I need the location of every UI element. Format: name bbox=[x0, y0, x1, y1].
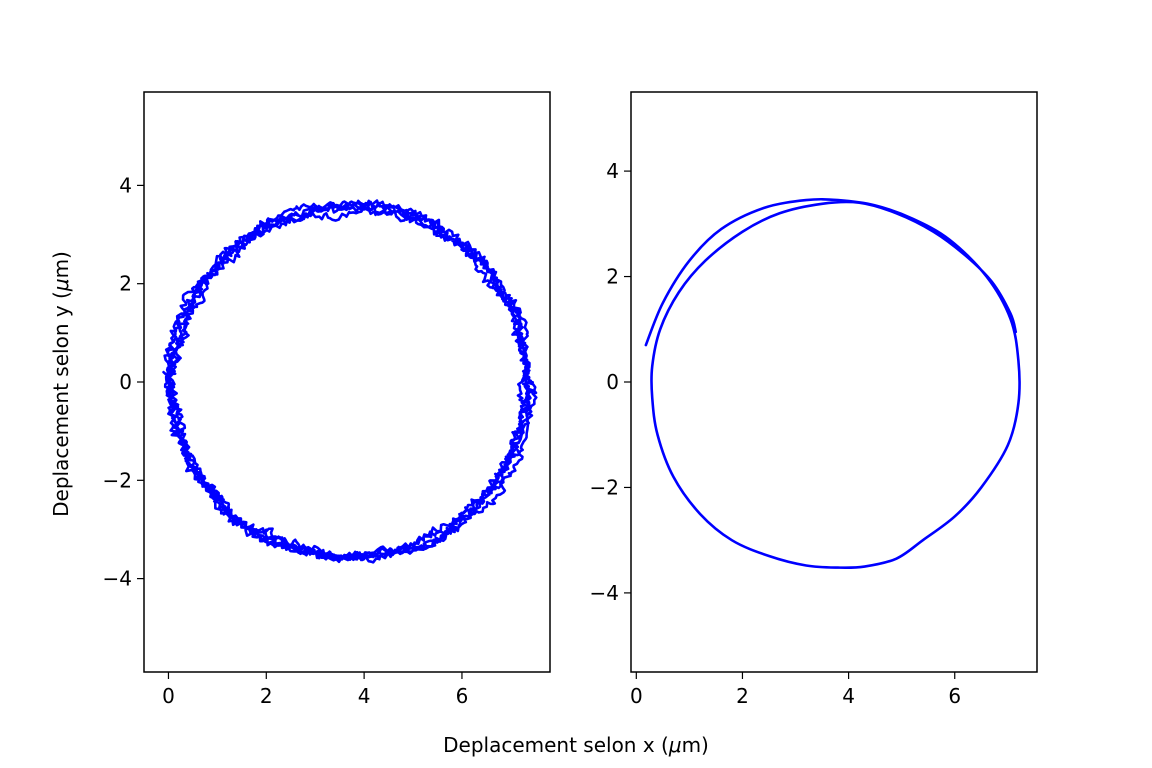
x-tick-label: 6 bbox=[456, 684, 469, 708]
y-tick-label: 0 bbox=[606, 370, 619, 394]
x-axis-label: Deplacement selon x (μm) bbox=[443, 733, 709, 757]
x-tick-label: 4 bbox=[842, 684, 855, 708]
right-plot-ticks: 0 2 4 6 −4 −2 0 2 4 bbox=[590, 159, 962, 708]
x-tick-label: 2 bbox=[260, 684, 273, 708]
y-tick-label: 0 bbox=[119, 370, 132, 394]
y-tick-label: −4 bbox=[103, 567, 132, 591]
y-tick-label: −4 bbox=[590, 581, 619, 605]
left-plot-frame bbox=[143, 91, 551, 673]
left-plot-ticks: 0 2 4 6 −4 −2 0 2 4 bbox=[103, 173, 469, 708]
y-tick-label: −2 bbox=[103, 468, 132, 492]
y-tick-label: −2 bbox=[590, 475, 619, 499]
right-trajectory-line bbox=[644, 197, 1021, 570]
left-trajectory-line bbox=[162, 199, 538, 564]
x-tick-label: 4 bbox=[358, 684, 371, 708]
right-plot: 0 2 4 6 −4 −2 0 2 4 bbox=[590, 91, 1038, 708]
x-tick-label: 0 bbox=[162, 684, 175, 708]
y-tick-label: 2 bbox=[606, 265, 619, 289]
y-tick-label: 2 bbox=[119, 272, 132, 296]
y-tick-label: 4 bbox=[119, 173, 132, 197]
x-tick-label: 0 bbox=[630, 684, 643, 708]
y-axis-label: Deplacement selon y (μm) bbox=[49, 251, 73, 517]
x-tick-label: 2 bbox=[736, 684, 749, 708]
left-plot: 0 2 4 6 −4 −2 0 2 4 bbox=[103, 91, 551, 708]
x-tick-label: 6 bbox=[948, 684, 961, 708]
right-plot-frame bbox=[630, 91, 1038, 673]
y-tick-label: 4 bbox=[606, 159, 619, 183]
